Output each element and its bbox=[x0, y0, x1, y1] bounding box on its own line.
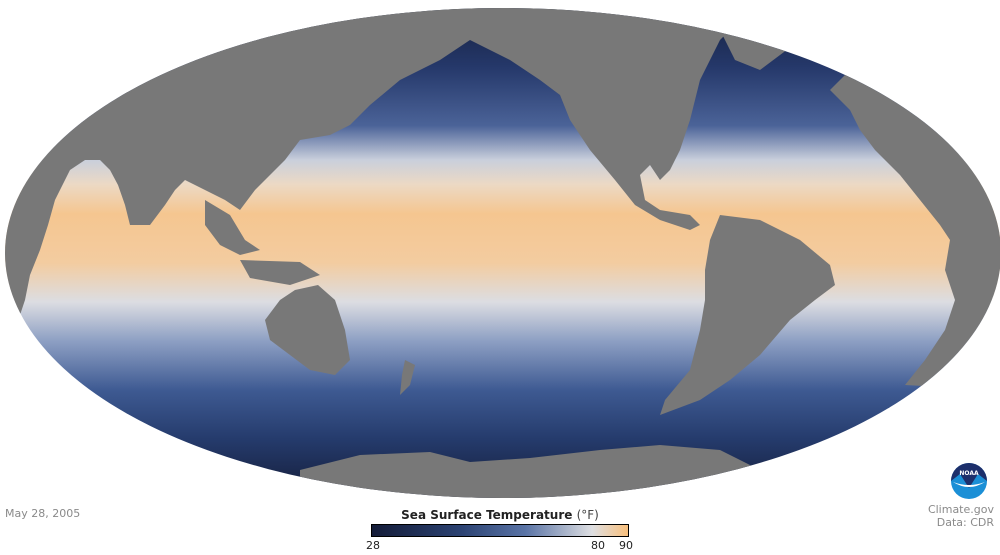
credit-block: Climate.gov Data: CDR bbox=[928, 503, 994, 529]
svg-text:NOAA: NOAA bbox=[959, 470, 979, 477]
land-south-america bbox=[660, 215, 835, 415]
land-southeast-asia bbox=[205, 200, 260, 255]
land-islands bbox=[240, 260, 320, 285]
land-north-america bbox=[470, 8, 760, 230]
legend-tick-min: 28 bbox=[366, 539, 380, 552]
legend-title: Sea Surface Temperature (°F) bbox=[370, 508, 630, 522]
legend-tick-max: 90 bbox=[619, 539, 633, 552]
noaa-logo-icon: NOAA bbox=[951, 463, 987, 499]
land-australia bbox=[265, 285, 350, 375]
credit-data: Data: CDR bbox=[936, 516, 994, 529]
legend-unit: (°F) bbox=[576, 508, 599, 522]
legend-color-bar bbox=[371, 524, 629, 537]
legend-tick-80: 80 bbox=[591, 539, 605, 552]
credit-source: Climate.gov bbox=[927, 503, 994, 516]
land-new-zealand bbox=[400, 360, 415, 395]
land-antarctica bbox=[300, 445, 760, 498]
date-label: May 28, 2005 bbox=[5, 507, 81, 520]
legend-title-text: Sea Surface Temperature bbox=[401, 508, 573, 522]
